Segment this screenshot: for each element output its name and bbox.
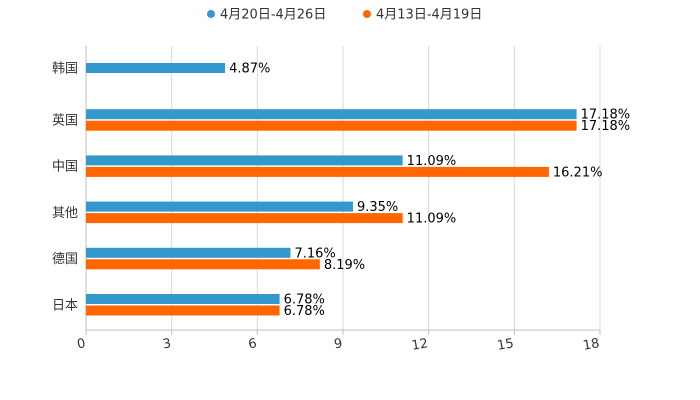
bar-s2-2 [86, 120, 577, 131]
bar-s1-5 [86, 247, 291, 258]
legend-label-1: 4月20日-4月26日 [220, 8, 326, 23]
bar-s2-3 [86, 166, 549, 177]
bars [86, 63, 577, 316]
data-label-s2-5: 8.19% [324, 258, 365, 273]
bar-s2-6 [86, 305, 280, 316]
data-label-s1-4: 9.35% [357, 200, 398, 215]
x-tick-label-18: 18 [582, 336, 601, 354]
legend-marker-2 [363, 10, 371, 18]
data-label-s2-6: 6.78% [284, 304, 325, 319]
bar-s1-4 [86, 201, 353, 212]
data-label-s1-2: 17.18% [581, 108, 631, 123]
x-tick-label-15: 15 [496, 336, 515, 354]
x-tick-label-3: 3 [162, 336, 173, 352]
bar-s1-6 [86, 294, 280, 304]
data-label-s2-2: 17.18% [581, 119, 631, 134]
data-label-s2-3: 16.21% [553, 165, 603, 180]
category-label-4: 其他 [52, 206, 78, 221]
x-tick-label-6: 6 [247, 336, 258, 352]
bar-s2-4 [86, 213, 403, 224]
data-label-s1-5: 7.16% [294, 246, 335, 261]
x-tick-label-9: 9 [333, 336, 344, 352]
x-tick-label-0: 0 [76, 336, 87, 352]
bar-s1-2 [86, 109, 577, 120]
data-labels: 4.87% 17.18%17.18% 11.09% 16.21% 9.35% 11.09%… [229, 62, 630, 320]
x-axis: 0 3 6 9 12 15 18 [76, 329, 601, 354]
x-tick-label-12: 12 [410, 336, 429, 354]
legend-label-2: 4月13日-4月19日 [376, 8, 482, 23]
data-label-s1-6: 6.78% [284, 293, 325, 308]
grid [85, 46, 601, 330]
legend-marker-1 [207, 10, 215, 18]
data-label-s1-1: 4.87% [229, 62, 270, 77]
data-label-s1-3: 11.09% [407, 154, 457, 169]
legend: 4月20日-4月26日 4月13日-4月19日 [207, 8, 482, 23]
bar-s2-5 [86, 259, 320, 270]
category-label-2: 英国 [52, 113, 78, 128]
category-label-6: 日本 [52, 298, 78, 313]
category-label-3: 中国 [52, 160, 78, 175]
category-label-1: 韩国 [52, 62, 78, 77]
bar-s1-1 [86, 63, 226, 73]
category-label-5: 德国 [52, 252, 78, 267]
bar-s1-3 [86, 155, 403, 166]
data-label-s2-4: 11.09% [407, 212, 457, 227]
